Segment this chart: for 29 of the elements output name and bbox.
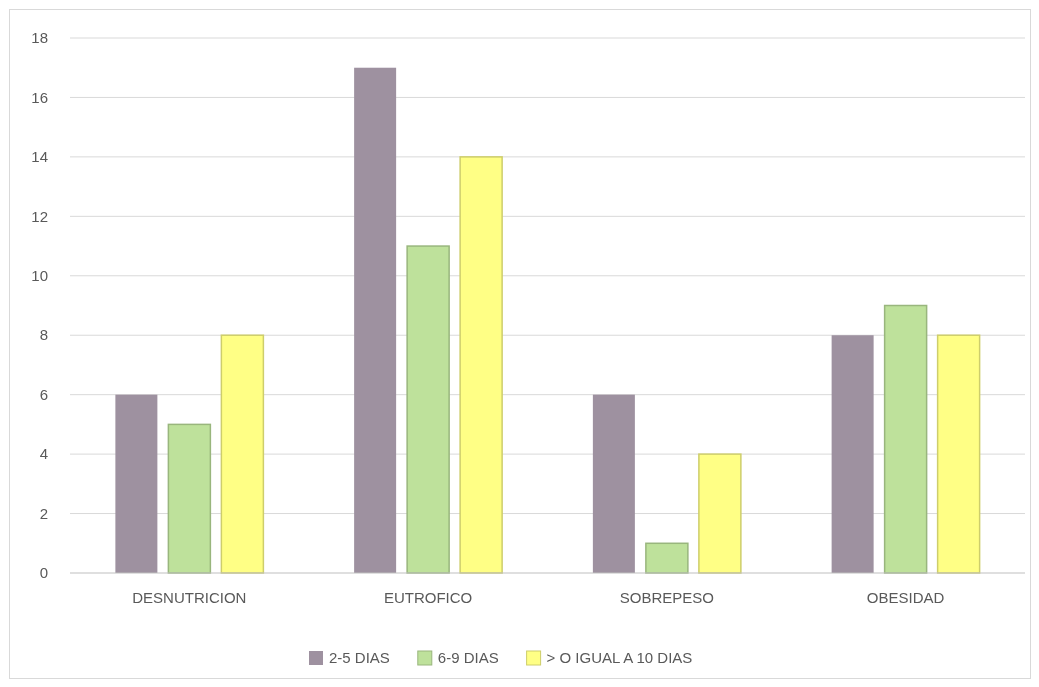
legend-label: 6-9 DIAS [437,649,499,667]
y-tick-label: 8 [39,326,48,344]
y-tick-label: 10 [31,267,48,285]
y-tick-label: 2 [39,504,48,522]
bar [883,304,928,574]
bar [220,334,265,574]
y-tick-label: 0 [39,564,48,582]
bar [645,542,689,574]
y-tick-label: 18 [31,29,48,47]
bar [831,335,874,573]
y-tick-label: 14 [31,148,48,166]
bar [354,67,397,573]
y-tick-label: 6 [39,385,48,403]
bar [592,394,635,573]
bar [167,423,212,574]
x-tick-label: DESNUTRICION [132,589,247,606]
bar [459,156,503,574]
legend-label: > O IGUAL A 10 DIAS [546,649,693,667]
x-tick-label: OBESIDAD [866,589,945,606]
bar [115,394,158,573]
y-tick-label: 12 [31,207,48,225]
x-tick-label: EUTROFICO [383,589,473,606]
legend-label: 2-5 DIAS [329,649,390,667]
bar [698,453,742,574]
y-tick-label: 16 [31,88,48,106]
y-tick-label: 4 [39,445,48,463]
bar [936,334,981,574]
bar [406,245,450,574]
x-tick-label: SOBREPESO [619,589,714,606]
